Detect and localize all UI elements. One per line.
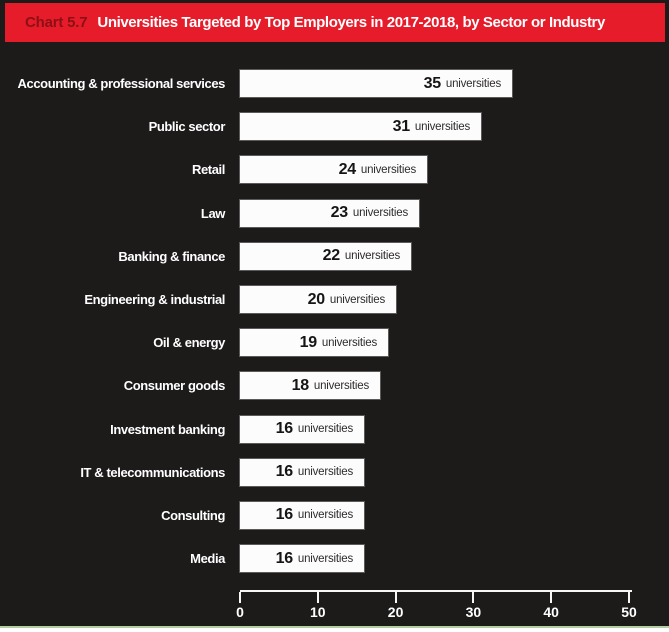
- bar-row: Media 16 universities: [0, 537, 669, 580]
- bar-value-suffix: universities: [313, 379, 369, 392]
- x-axis-tick-label: 40: [543, 604, 559, 620]
- bar-row: Banking & finance 22 universities: [0, 235, 669, 278]
- bar: 22 universities: [240, 242, 411, 270]
- category-label: Retail: [191, 162, 225, 178]
- bar: 16 universities: [240, 545, 364, 573]
- bar-value-suffix: universities: [344, 250, 400, 263]
- bar-value: 16: [275, 549, 294, 567]
- bar-value-suffix: universities: [360, 163, 416, 176]
- bar: 18 universities: [240, 372, 380, 400]
- x-axis-tick-label: 20: [387, 604, 404, 620]
- x-axis-line: [240, 590, 632, 592]
- bar-value: 18: [291, 376, 310, 394]
- category-label: Public sector: [148, 119, 226, 135]
- bar-value: 31: [392, 117, 411, 135]
- bar-value-suffix: universities: [297, 552, 353, 565]
- category-label: Media: [190, 551, 225, 567]
- bar-value: 19: [299, 333, 318, 351]
- x-axis-tick-label: 0: [236, 604, 244, 620]
- x-axis-tick: [628, 592, 630, 603]
- bar: 31 universities: [240, 113, 481, 141]
- bar: 16 universities: [240, 458, 364, 486]
- bar-value-suffix: universities: [329, 293, 385, 306]
- x-axis-tick-label: 10: [310, 604, 326, 620]
- bar-value-suffix: universities: [297, 466, 353, 479]
- x-axis-tick: [316, 592, 319, 603]
- bar-row: Consumer goods 18 universities: [0, 364, 669, 407]
- bar-value: 22: [322, 247, 341, 265]
- category-label: Consumer goods: [123, 378, 226, 394]
- x-axis: 0 10 20 30 40 50: [236, 590, 637, 626]
- bar: 24 universities: [240, 156, 427, 184]
- bar-value: 35: [423, 74, 442, 92]
- bar-value-suffix: universities: [297, 509, 353, 522]
- category-label: Consulting: [161, 507, 225, 523]
- bar: 23 universities: [240, 199, 419, 227]
- bar: 35 universities: [240, 70, 512, 98]
- bar: 20 universities: [240, 286, 396, 314]
- bar-row: Public sector 31 universities: [0, 105, 669, 148]
- bar-value: 20: [307, 290, 326, 308]
- bar-value-suffix: universities: [445, 77, 501, 90]
- bar-value-suffix: universities: [352, 207, 408, 220]
- chart-header-banner: Chart 5.7 Universities Targeted by Top E…: [5, 3, 665, 42]
- bar-row: Engineering & industrial 20 universities: [0, 278, 669, 321]
- category-label: Accounting & professional services: [17, 76, 226, 92]
- category-label: Oil & energy: [153, 335, 225, 351]
- bar-row: Oil & energy 19 universities: [0, 321, 669, 364]
- bar-value: 16: [275, 506, 294, 524]
- bar-row: IT & telecommunications 16 universities: [0, 451, 669, 494]
- bar-row: Law 23 universities: [0, 192, 669, 235]
- x-axis-tick: [472, 592, 475, 603]
- category-label: Investment banking: [110, 421, 225, 437]
- chart-number-label: Chart 5.7: [25, 14, 88, 31]
- x-axis-tick: [550, 592, 553, 603]
- bar-value: 16: [275, 420, 294, 438]
- x-axis-tick: [394, 592, 397, 603]
- bar: 16 universities: [240, 501, 364, 529]
- x-axis-tick-label: 50: [621, 604, 637, 620]
- bar-value-suffix: universities: [414, 120, 470, 133]
- bar-value: 16: [275, 463, 294, 481]
- bar-value-suffix: universities: [321, 336, 377, 349]
- bar-row: Investment banking 16 universities: [0, 408, 669, 451]
- x-axis-tick: [239, 592, 241, 603]
- bar: 16 universities: [240, 415, 364, 443]
- bar-row: Accounting & professional services 35 un…: [0, 62, 669, 105]
- chart-title: Universities Targeted by Top Employers i…: [97, 14, 605, 31]
- category-label: Law: [200, 205, 225, 221]
- bar-rows: Accounting & professional services 35 un…: [0, 62, 669, 580]
- bottom-edge: [0, 626, 669, 632]
- category-label: Banking & finance: [118, 248, 225, 264]
- bar-value: 24: [338, 160, 357, 178]
- x-axis-tick-label: 30: [465, 604, 482, 620]
- category-label: IT & telecommunications: [80, 464, 225, 480]
- bar-value-suffix: universities: [297, 423, 353, 436]
- bar: 19 universities: [240, 329, 388, 357]
- bar-row: Retail 24 universities: [0, 148, 669, 191]
- bar-value: 23: [330, 204, 349, 222]
- bar-row: Consulting 16 universities: [0, 494, 669, 537]
- category-label: Engineering & industrial: [84, 292, 225, 308]
